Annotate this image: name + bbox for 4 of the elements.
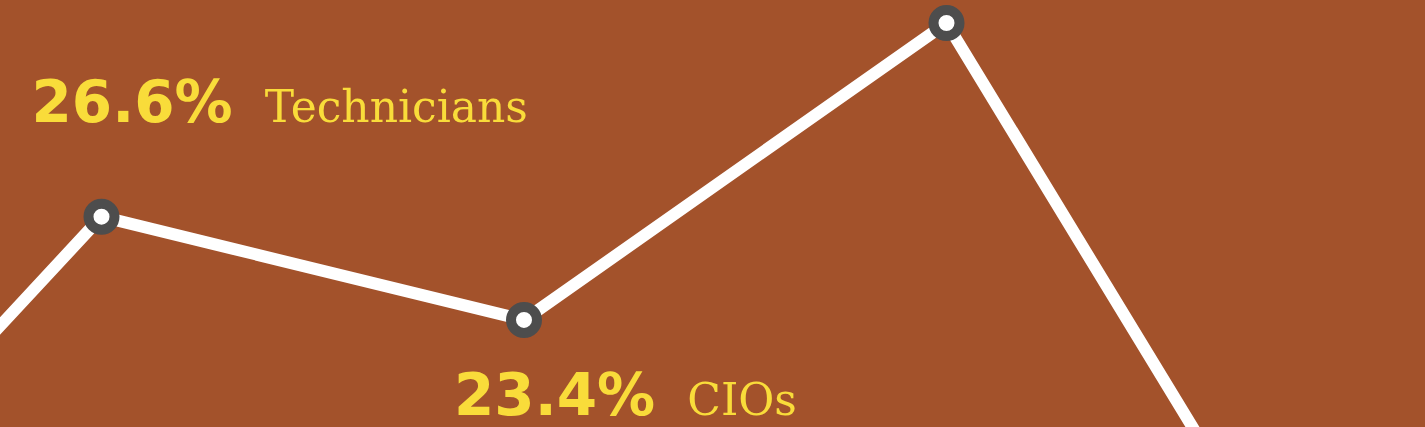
data-label: 26.6% xyxy=(31,67,233,136)
annotation: Technicians xyxy=(264,80,528,132)
annotation: CIOs xyxy=(687,373,797,425)
data-label: 23.4% xyxy=(454,360,656,427)
